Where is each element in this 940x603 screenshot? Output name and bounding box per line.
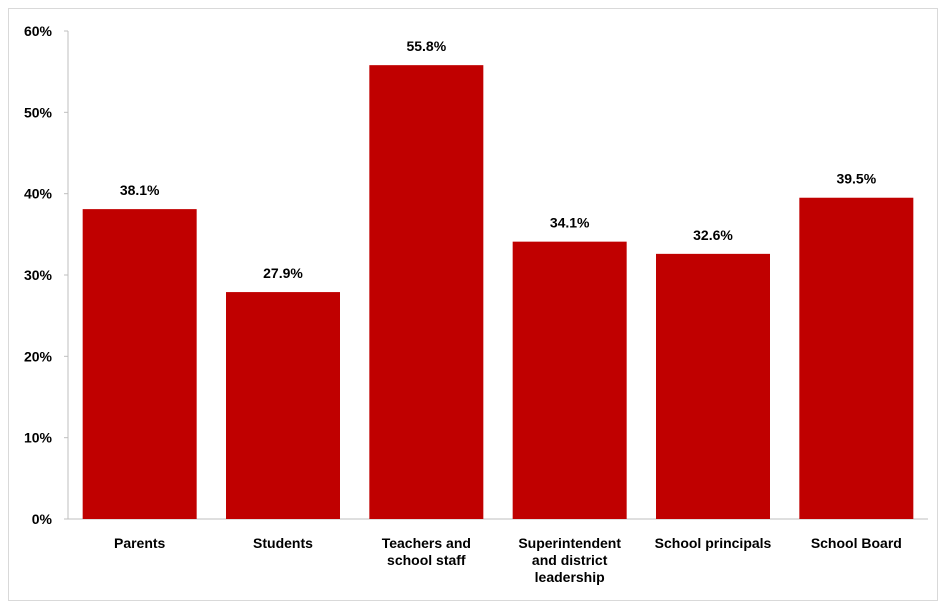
chart-frame [8, 8, 938, 601]
y-tick-label: 40% [24, 186, 53, 202]
data-label: 39.5% [836, 171, 876, 187]
x-tick-label-line: Parents [114, 535, 166, 551]
x-tick-label: School Board [811, 535, 902, 551]
bar [226, 292, 340, 519]
bars [82, 65, 914, 520]
bar [369, 65, 484, 519]
data-label: 38.1% [120, 182, 160, 198]
data-label: 32.6% [693, 227, 733, 243]
x-tick-label: Superintendent and district leadership [518, 535, 621, 585]
axes: 0% 10% 20% 30% 40% 50% 60% [24, 23, 928, 527]
bar [82, 209, 197, 519]
x-tick-label: School principals [655, 535, 772, 551]
x-tick-label-line: Superintendent [518, 535, 621, 551]
x-tick-label-line: Students [253, 535, 313, 551]
x-tick-label-line: leadership [535, 569, 605, 585]
bar [799, 197, 914, 519]
y-tick-label: 50% [24, 104, 53, 120]
x-tick-label: Teachers and school staff [382, 535, 471, 568]
x-tick-label: Students [253, 535, 313, 551]
y-tick-label: 0% [32, 511, 53, 527]
x-tick-label-line: School principals [655, 535, 772, 551]
data-label: 55.8% [406, 38, 446, 54]
x-tick-label-line: Teachers and [382, 535, 471, 551]
data-label: 27.9% [263, 265, 303, 281]
y-tick-label: 20% [24, 348, 53, 364]
x-tick-label-line: School Board [811, 535, 902, 551]
labels: 38.1% Parents 27.9% Students 55.8% Teachers a… [114, 38, 902, 585]
y-tick-label: 30% [24, 267, 53, 283]
data-label: 34.1% [550, 215, 590, 231]
y-tick-label: 10% [24, 430, 53, 446]
x-tick-label-line: school staff [387, 552, 466, 568]
bar [512, 241, 627, 520]
x-tick-label-line: and district [532, 552, 608, 568]
y-tick-label: 60% [24, 23, 53, 39]
x-tick-label: Parents [114, 535, 166, 551]
bar [656, 253, 770, 519]
